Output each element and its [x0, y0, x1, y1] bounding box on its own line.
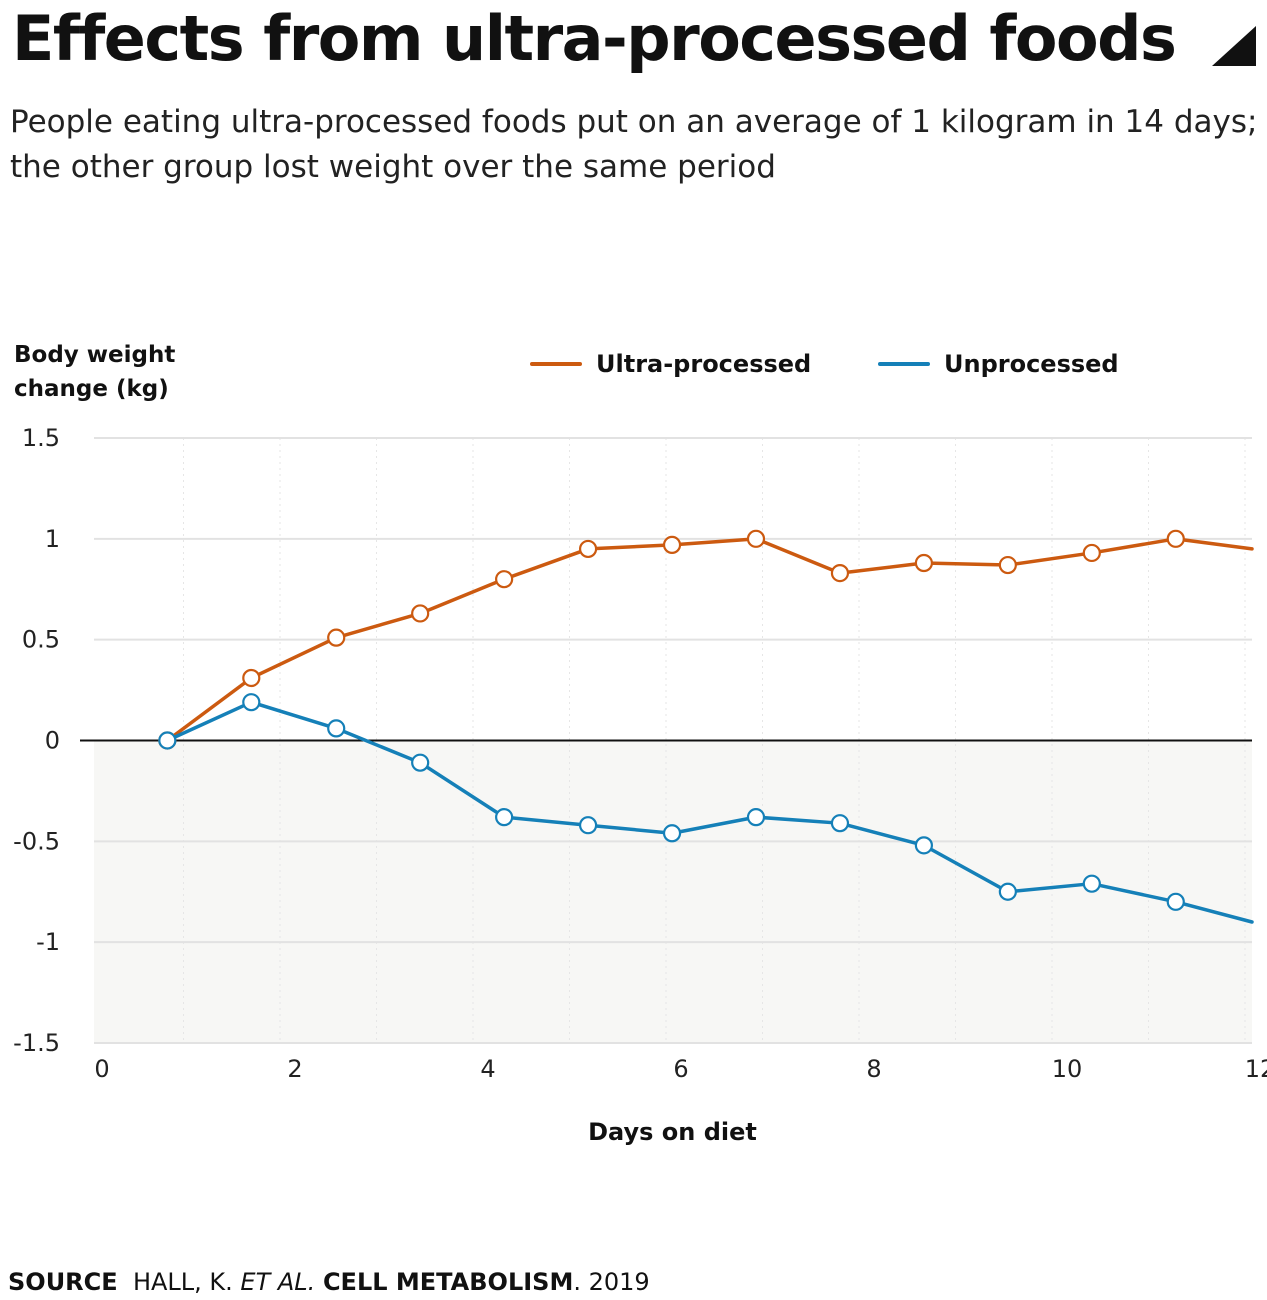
y-tick-label: 0: [45, 727, 60, 755]
x-tick-label: 12: [1245, 1055, 1267, 1083]
chart-subtitle: People eating ultra-processed foods put …: [10, 104, 1258, 185]
legend-item-unprocessed: Unprocessed: [878, 350, 1119, 378]
data-point-unprocessed: [830, 814, 850, 833]
data-point-unprocessed: [662, 824, 682, 843]
y-tick-label: -1: [36, 928, 60, 956]
legend-label-unprocessed: Unprocessed: [944, 350, 1119, 378]
data-point-ultra-processed: [242, 668, 261, 688]
data-point-unprocessed: [578, 816, 598, 835]
data-point-ultra-processed: [1082, 543, 1101, 563]
legend-label-ultra-processed: Ultra-processed: [596, 350, 812, 378]
source-label: SOURCE: [8, 1268, 118, 1296]
data-point-unprocessed: [327, 719, 346, 738]
corner-triangle-icon: [1212, 26, 1256, 66]
data-point-ultra-processed: [746, 529, 766, 548]
y-tick-label: 1.5: [22, 424, 60, 452]
legend-item-ultra-processed: Ultra-processed: [530, 350, 811, 378]
x-tick-label: 10: [1052, 1055, 1083, 1083]
legend-swatch-ultra-processed: [530, 362, 582, 366]
data-point-ultra-processed: [578, 539, 598, 559]
data-point-ultra-processed: [914, 553, 934, 573]
source-author: HALL, K.: [132, 1268, 233, 1296]
chart-title: Effects from ultra-processed foods: [12, 2, 1177, 75]
data-point-unprocessed: [998, 882, 1017, 901]
data-point-ultra-processed: [662, 535, 682, 554]
x-tick-label: 4: [480, 1055, 495, 1083]
x-axis-label: Days on diet: [588, 1118, 757, 1146]
data-point-unprocessed: [1082, 874, 1101, 893]
data-point-unprocessed: [158, 731, 177, 750]
negative-region-band: [94, 740, 1252, 1043]
y-tick-label: -1.5: [13, 1029, 60, 1057]
data-point-ultra-processed: [327, 628, 346, 647]
y-axis-label-line-1: Body weight: [14, 342, 176, 368]
source-year: . 2019: [573, 1268, 650, 1296]
y-axis-label-line-2: change (kg): [14, 376, 169, 402]
x-tick-label: 8: [866, 1055, 881, 1083]
data-point-unprocessed: [242, 693, 261, 712]
data-point-ultra-processed: [1166, 529, 1185, 548]
data-point-unprocessed: [411, 753, 430, 772]
series-line-ultra-processed: [165, 537, 1254, 743]
data-point-unprocessed: [1166, 892, 1185, 911]
y-tick-label: -0.5: [13, 827, 60, 855]
legend-swatch-unprocessed: [878, 362, 930, 366]
data-point-unprocessed: [495, 808, 514, 827]
series-line-unprocessed: [165, 700, 1254, 924]
x-tick-label: 2: [287, 1055, 302, 1083]
source-journal: CELL METABOLISM: [322, 1268, 574, 1296]
x-tick-label: 6: [673, 1055, 688, 1083]
y-tick-label: 1: [45, 525, 60, 553]
data-point-ultra-processed: [998, 555, 1017, 575]
y-axis-label: Body weight change (kg): [14, 338, 175, 406]
data-point-unprocessed: [746, 808, 766, 827]
source-note: SOURCE HALL, K. ET AL. CELL METABOLISM. …: [8, 1268, 650, 1296]
source-etal: ET AL.: [240, 1268, 316, 1296]
y-tick-label: 0.5: [22, 626, 60, 654]
data-point-ultra-processed: [495, 570, 514, 589]
data-point-unprocessed: [914, 836, 934, 855]
data-point-ultra-processed: [830, 564, 850, 583]
x-tick-label: 0: [94, 1055, 109, 1083]
data-point-ultra-processed: [411, 604, 430, 623]
